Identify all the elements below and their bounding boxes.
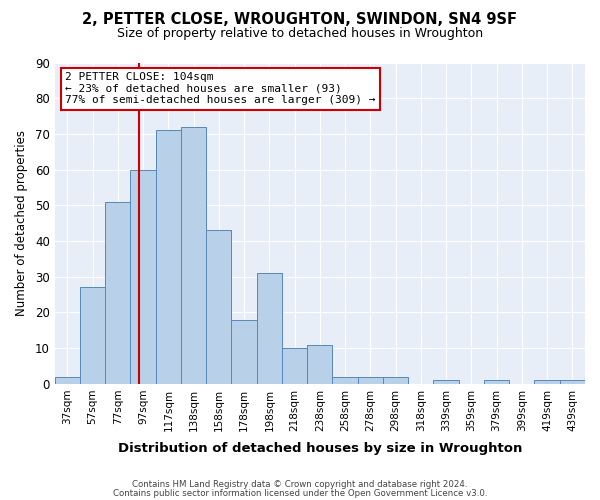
Bar: [383, 377, 408, 384]
Bar: [433, 380, 459, 384]
Y-axis label: Number of detached properties: Number of detached properties: [15, 130, 28, 316]
Bar: [307, 344, 332, 384]
Bar: [206, 230, 232, 384]
Bar: [560, 380, 585, 384]
Bar: [257, 273, 282, 384]
Bar: [282, 348, 307, 384]
Bar: [535, 380, 560, 384]
Text: Size of property relative to detached houses in Wroughton: Size of property relative to detached ho…: [117, 28, 483, 40]
X-axis label: Distribution of detached houses by size in Wroughton: Distribution of detached houses by size …: [118, 442, 522, 455]
Bar: [80, 288, 105, 384]
Text: 2 PETTER CLOSE: 104sqm
← 23% of detached houses are smaller (93)
77% of semi-det: 2 PETTER CLOSE: 104sqm ← 23% of detached…: [65, 72, 376, 106]
Bar: [181, 127, 206, 384]
Bar: [105, 202, 130, 384]
Bar: [232, 320, 257, 384]
Bar: [358, 377, 383, 384]
Text: Contains HM Land Registry data © Crown copyright and database right 2024.: Contains HM Land Registry data © Crown c…: [132, 480, 468, 489]
Bar: [130, 170, 155, 384]
Bar: [155, 130, 181, 384]
Bar: [55, 377, 80, 384]
Text: Contains public sector information licensed under the Open Government Licence v3: Contains public sector information licen…: [113, 488, 487, 498]
Bar: [332, 377, 358, 384]
Bar: [484, 380, 509, 384]
Text: 2, PETTER CLOSE, WROUGHTON, SWINDON, SN4 9SF: 2, PETTER CLOSE, WROUGHTON, SWINDON, SN4…: [83, 12, 517, 28]
